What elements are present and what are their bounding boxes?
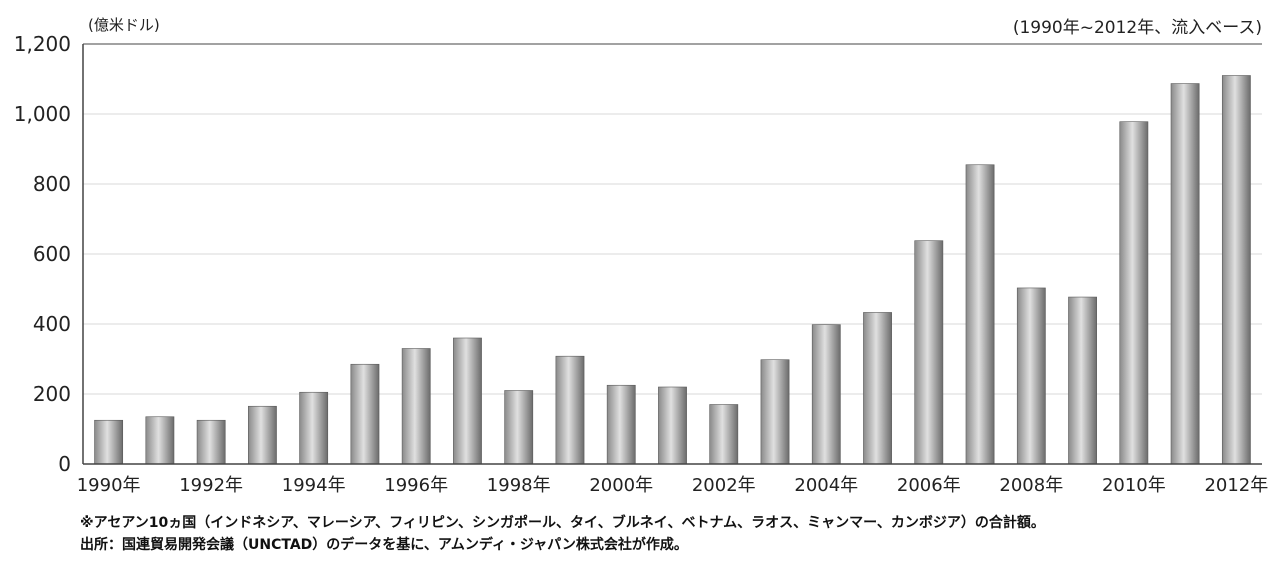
x-tick-labels: 1990年 1992年 1994年 1996年 1998年 2000年 2002年 2004年… (77, 475, 1269, 496)
bar-1991年 (145, 416, 175, 465)
bar-chart: (億米ドル) (1990年~2012年、流入ベース) 0 200 400 600 800… (14, 16, 1269, 496)
bar-2010年 (1119, 121, 1149, 465)
bar-1990年 (94, 419, 124, 465)
y-tick-label: 200 (33, 382, 71, 406)
footnote-countries: ※アセアン10ヵ国（インドネシア、マレーシア、フィリピン、シンガポール、タイ、ブ… (80, 515, 1045, 531)
bar-1995年 (350, 363, 380, 465)
bar-1999年 (555, 355, 585, 465)
y-axis-unit-label: (億米ドル) (88, 16, 160, 34)
bar-2007年 (965, 164, 995, 465)
bar-2002年 (709, 404, 739, 465)
bar-2004年 (811, 324, 841, 465)
bar-1996年 (401, 348, 431, 465)
y-tick-labels: 0 200 400 600 800 1,000 1,200 (14, 32, 71, 476)
x-tick-label: 2010年 (1102, 475, 1166, 496)
bar-2009年 (1068, 296, 1097, 465)
x-tick-label: 2004年 (794, 475, 858, 496)
y-tick-label: 800 (33, 172, 71, 196)
x-tick-label: 1998年 (487, 475, 551, 496)
bar-2003年 (760, 359, 790, 465)
chart-subtitle: (1990年~2012年、流入ベース) (1013, 18, 1262, 38)
x-tick-label: 1996年 (384, 475, 448, 496)
x-tick-label: 2012年 (1204, 475, 1268, 496)
bar-1993年 (248, 405, 277, 465)
x-tick-label: 1992年 (179, 475, 243, 496)
axes (82, 43, 1262, 465)
y-tick-label: 400 (33, 312, 71, 336)
bar-2005年 (863, 312, 892, 465)
bars (94, 75, 1251, 465)
bar-2008年 (1016, 287, 1046, 465)
bar-2001年 (658, 386, 687, 465)
bar-1998年 (504, 390, 534, 465)
footnote-source: 出所：国連貿易開発会議（UNCTAD）のデータを基に、アムンディ・ジャパン株式会… (80, 537, 688, 553)
y-tick-label: 0 (58, 452, 71, 476)
x-tick-label: 2002年 (692, 475, 756, 496)
y-tick-label: 1,000 (14, 102, 71, 126)
y-tick-label: 600 (33, 242, 71, 266)
x-tick-label: 1994年 (282, 475, 346, 496)
bar-2000年 (606, 384, 636, 465)
x-tick-label: 1990年 (77, 475, 141, 496)
bar-2011年 (1170, 83, 1200, 465)
x-tick-label: 2006年 (897, 475, 961, 496)
bar-1992年 (196, 419, 226, 465)
bar-2006年 (914, 240, 944, 465)
x-tick-label: 2000年 (589, 475, 653, 496)
y-tick-label: 1,200 (14, 32, 71, 56)
bar-2012年 (1221, 75, 1251, 465)
x-tick-label: 2008年 (999, 475, 1063, 496)
bar-1994年 (299, 391, 329, 465)
bar-1997年 (453, 337, 482, 465)
